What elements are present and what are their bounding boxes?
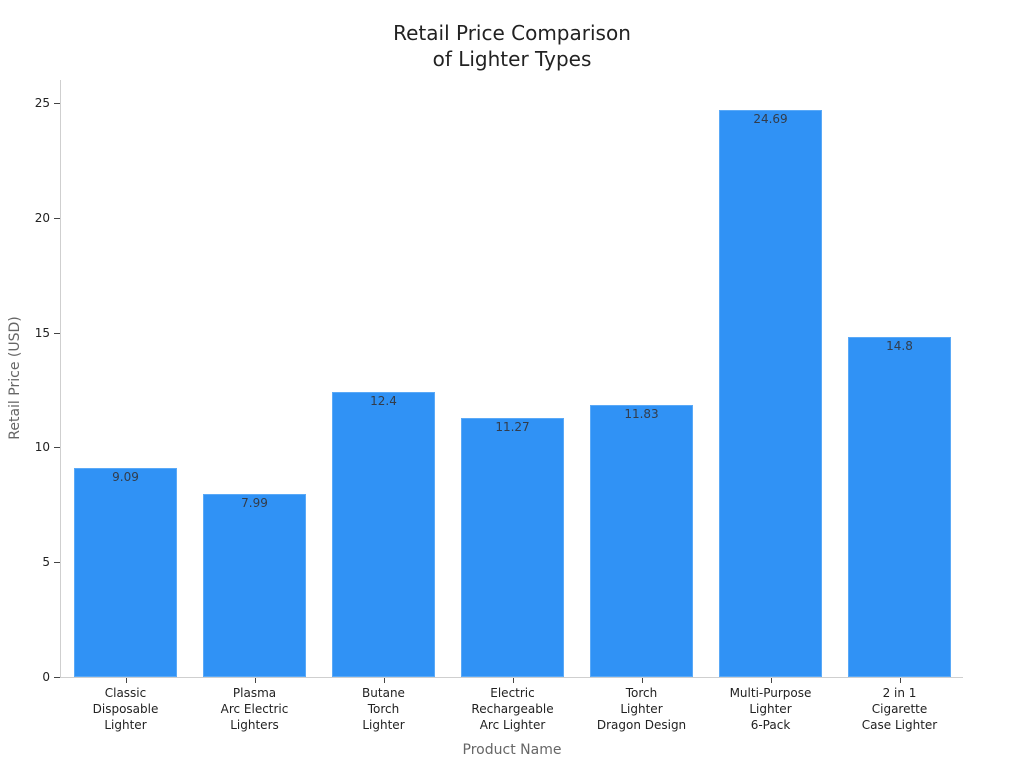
y-tick-label: 25 <box>34 96 50 110</box>
bar <box>461 418 564 677</box>
bar <box>590 405 693 677</box>
x-tick-mark <box>254 678 256 683</box>
bar <box>848 337 951 677</box>
y-axis-line <box>60 80 61 678</box>
bar <box>74 468 177 677</box>
x-tick-mark <box>770 678 772 683</box>
y-tick-mark <box>54 217 60 219</box>
x-axis-line <box>60 677 963 678</box>
bar-value-label: 11.83 <box>624 407 659 422</box>
y-tick-label: 0 <box>42 670 50 684</box>
bar-value-label: 24.69 <box>753 112 788 127</box>
y-tick-mark <box>54 103 60 104</box>
chart-title-line-1: Retail Price Comparison <box>393 21 631 45</box>
x-axis-label: Product Name <box>462 742 562 758</box>
x-tick-mark <box>899 678 901 683</box>
x-tick-label: Classic Disposable Lighter <box>92 686 159 732</box>
x-tick-label: Plasma Arc Electric Lighters <box>220 686 289 732</box>
bar <box>719 110 822 677</box>
y-tick-mark <box>54 447 60 449</box>
y-tick-label: 5 <box>42 555 50 570</box>
bar-value-label: 7.99 <box>241 495 268 510</box>
y-tick-mark <box>54 677 60 678</box>
bar <box>203 493 306 677</box>
x-tick-label: 2 in 1 Cigarette Case Lighter <box>861 686 938 732</box>
bar-value-label: 11.27 <box>495 420 530 435</box>
bar-value-label: 14.8 <box>886 339 913 354</box>
x-tick-label: Electric Rechargeable Arc Lighter <box>471 686 554 732</box>
y-tick-label: 15 <box>34 325 50 340</box>
x-tick-mark <box>641 678 643 683</box>
y-tick-label: 10 <box>34 440 50 455</box>
bar <box>332 392 435 677</box>
chart-title: Retail Price Comparison of Lighter Types <box>0 20 1024 72</box>
x-tick-mark <box>383 678 385 683</box>
x-tick-mark <box>125 678 127 683</box>
y-tick-mark <box>54 332 60 334</box>
y-tick-mark <box>54 562 60 564</box>
bar-value-label: 9.09 <box>112 470 139 485</box>
x-tick-mark <box>512 678 514 683</box>
chart-title-line-2: of Lighter Types <box>432 47 592 71</box>
bar-value-label: 12.4 <box>370 394 397 409</box>
x-tick-label: Multi-Purpose Lighter 6-Pack <box>729 686 812 732</box>
x-tick-label: Torch Lighter Dragon Design <box>596 686 687 732</box>
y-tick-label: 20 <box>34 210 50 225</box>
x-tick-label: Butane Torch Lighter <box>362 686 405 732</box>
